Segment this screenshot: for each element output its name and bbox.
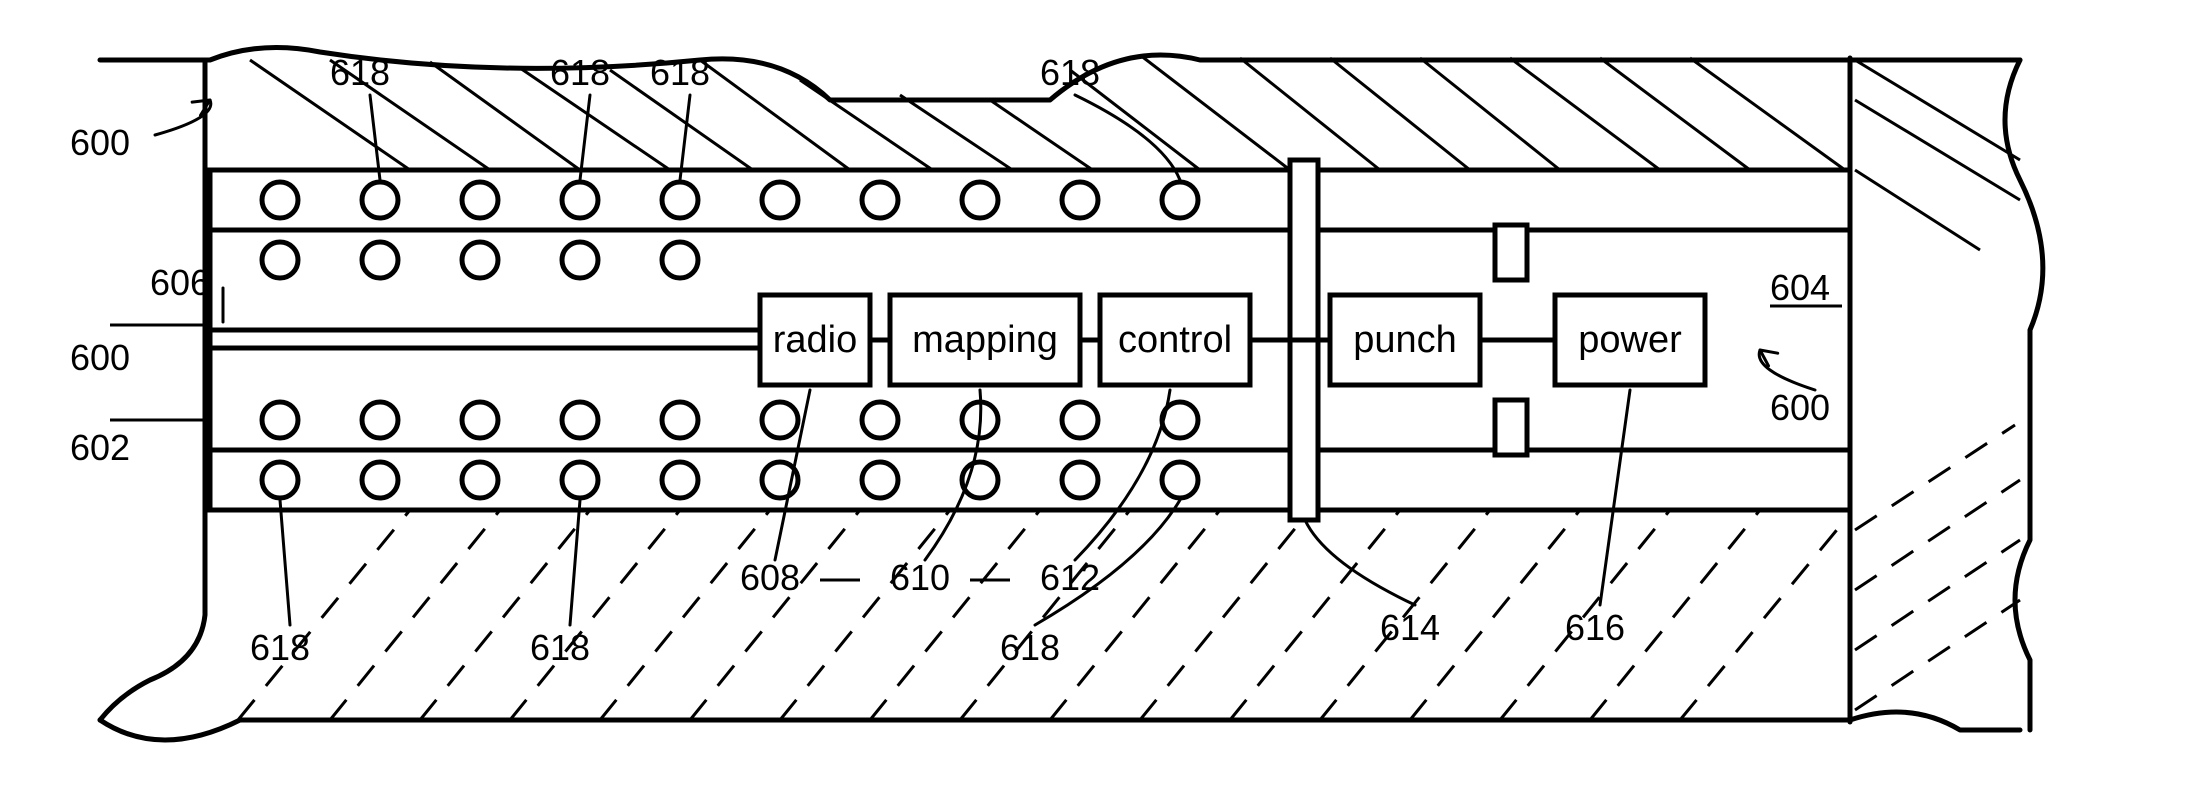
hatch-line-dashed xyxy=(1855,540,2020,650)
hatch-line-dashed xyxy=(780,510,950,720)
ref-label-618: 618 xyxy=(550,52,610,93)
punch-bar xyxy=(1495,225,1527,280)
hatch-line xyxy=(1855,170,1980,250)
ref-label-604: 604 xyxy=(1770,267,1830,308)
module-label-control: control xyxy=(1118,319,1232,361)
hatch-line xyxy=(1420,58,1560,170)
ref-label-618: 618 xyxy=(330,52,390,93)
lead-line xyxy=(1305,520,1415,605)
hatch-line-dashed xyxy=(1050,510,1220,720)
hatch-line-dashed xyxy=(1855,480,2020,590)
hatch-line xyxy=(1600,58,1750,170)
hatch-line-dashed xyxy=(330,510,500,720)
lead-line xyxy=(370,95,380,180)
boundary-edge xyxy=(100,712,2020,740)
ref-label-608: 608 xyxy=(740,557,800,598)
ref-label-606: 606 xyxy=(150,262,210,303)
ref-label-618: 618 xyxy=(530,627,590,668)
hatch-line-dashed xyxy=(238,510,410,720)
hatch-line xyxy=(1240,58,1380,170)
ref-label-616: 616 xyxy=(1565,607,1625,648)
ref-label-618: 618 xyxy=(1000,627,1060,668)
hatch-line xyxy=(1330,58,1470,170)
lead-line xyxy=(680,95,690,180)
lead-line xyxy=(580,95,590,180)
hatch-line-dashed xyxy=(1230,510,1400,720)
hatch-line-dashed xyxy=(510,510,680,720)
hatch-line xyxy=(1510,58,1660,170)
ref-label-612: 612 xyxy=(1040,557,1100,598)
hatch-line-dashed xyxy=(1855,425,2015,530)
lead-line xyxy=(570,500,580,625)
ref-label-600: 600 xyxy=(70,337,130,378)
hatch-line-dashed xyxy=(1855,600,2020,710)
hatch-line-dashed xyxy=(960,510,1130,720)
hatch-line xyxy=(1690,58,1845,170)
hatch-line xyxy=(1855,60,2020,160)
hatch-line xyxy=(990,100,1100,175)
lead-arrow xyxy=(155,100,211,135)
diagram-canvas: radio mapping control punch power 600 600 602 60… xyxy=(0,0,2201,790)
ref-label-614: 614 xyxy=(1380,607,1440,648)
module-label-punch: punch xyxy=(1353,319,1457,361)
punch-bar xyxy=(1495,400,1527,455)
boundary-edge xyxy=(2005,60,2043,730)
hatch-line-dashed xyxy=(420,510,590,720)
hatch-line-dashed xyxy=(1680,520,1845,720)
hatch-line-dashed xyxy=(600,510,770,720)
hatch-line xyxy=(700,60,850,170)
ref-label-600: 600 xyxy=(1770,387,1830,428)
hatch-line-dashed xyxy=(1140,510,1310,720)
hatch-line-dashed xyxy=(870,510,1040,720)
module-label-mapping: mapping xyxy=(912,319,1058,361)
ref-label-610: 610 xyxy=(890,557,950,598)
cable-606 xyxy=(210,330,760,348)
module-label-radio: radio xyxy=(773,319,858,361)
ref-label-618: 618 xyxy=(650,52,710,93)
hatch-line-dashed xyxy=(690,510,860,720)
ref-label-600: 600 xyxy=(70,122,130,163)
module-label-power: power xyxy=(1578,319,1682,361)
hatch-line xyxy=(800,80,940,175)
lead-line xyxy=(280,500,290,625)
ref-label-618: 618 xyxy=(1040,52,1100,93)
ref-label-602: 602 xyxy=(70,427,130,468)
ref-label-618: 618 xyxy=(250,627,310,668)
